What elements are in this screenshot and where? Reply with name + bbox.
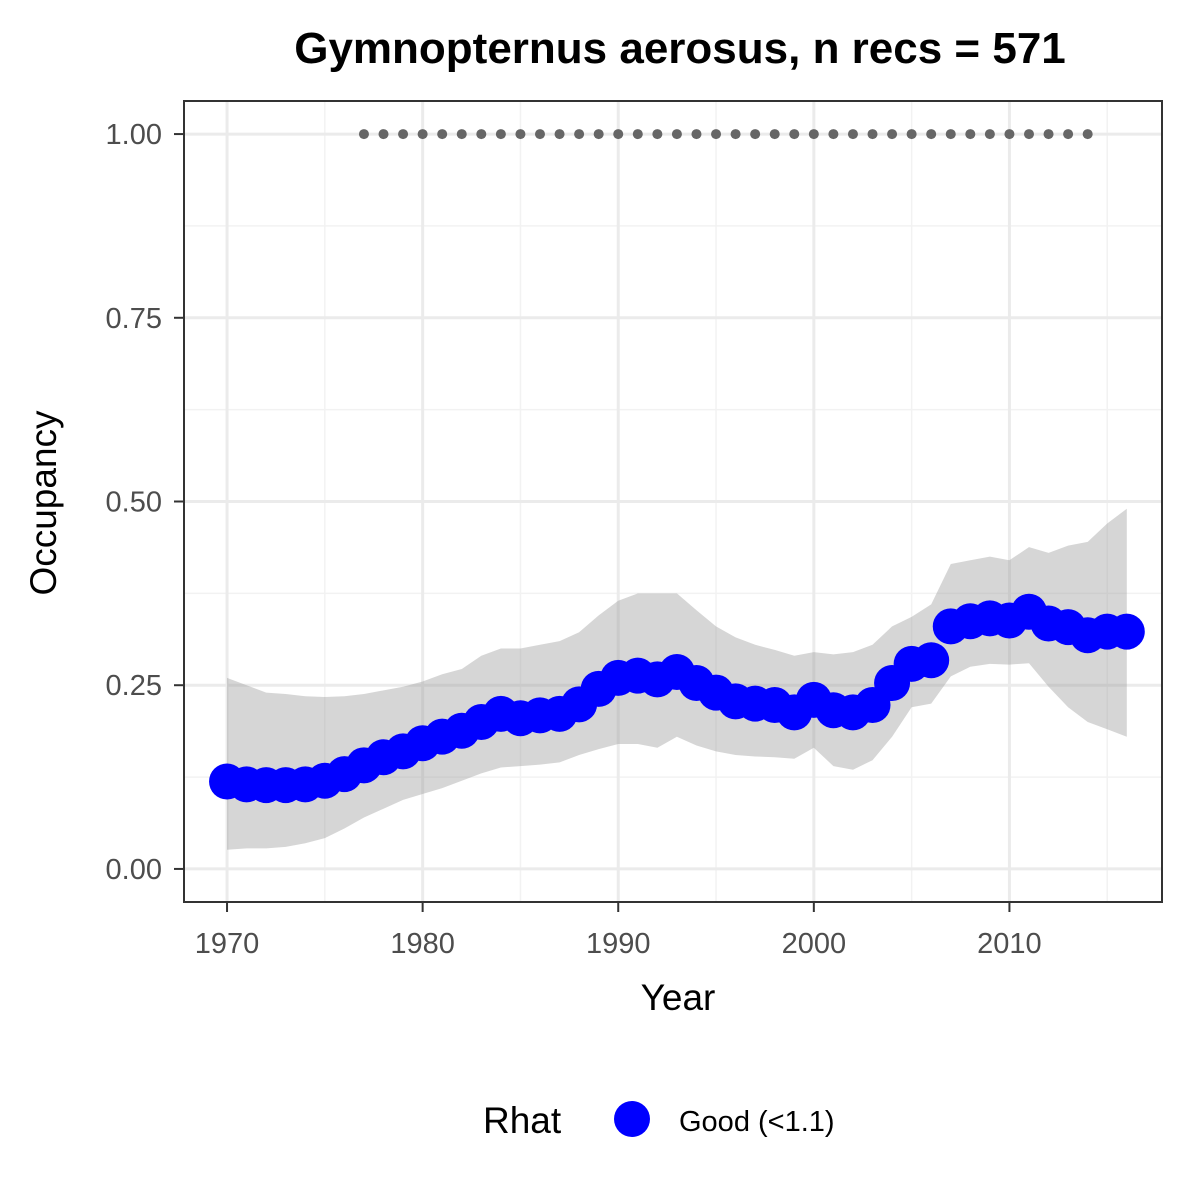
record-point [554,129,565,140]
x-axis: 1970 1980 1990 2000 2010 [195,902,1042,960]
record-point [887,129,898,140]
y-tick-label: 0.75 [106,303,162,335]
record-point [1023,129,1034,140]
record-point [593,129,604,140]
y-tick-label: 0.00 [106,854,162,886]
occupancy-point [913,642,950,679]
record-point [711,129,722,140]
chart-title: Gymnopternus aerosus, n recs = 571 [294,24,1066,73]
record-point [984,129,995,140]
y-tick-label: 0.25 [106,670,162,702]
y-axis: 0.00 0.25 0.50 0.75 1.00 [106,119,184,886]
record-point [358,129,369,140]
record-point [437,129,448,140]
record-point [769,129,780,140]
x-tick-label: 1970 [195,928,260,960]
x-tick-label: 2010 [977,928,1042,960]
x-tick-label: 1980 [390,928,455,960]
plot-panel [183,100,1163,903]
record-point [730,129,741,140]
record-point [926,129,937,140]
record-point [417,129,428,140]
y-axis-title: Occupancy [23,410,64,596]
y-tick-label: 1.00 [106,119,162,151]
record-point [867,129,878,140]
record-point [378,129,389,140]
record-point [691,129,702,140]
record-point [1004,129,1015,140]
x-axis-title: Year [641,977,716,1018]
legend: Rhat Good (<1.1) [483,1100,835,1141]
record-point [495,129,506,140]
legend-label-good: Good (<1.1) [679,1106,835,1138]
record-point [1063,129,1074,140]
record-point [789,129,800,140]
record-point [1082,129,1093,140]
y-tick-label: 0.50 [106,487,162,519]
record-point [945,129,956,140]
record-point [534,129,545,140]
record-point [965,129,976,140]
record-point [671,129,682,140]
record-point [398,129,409,140]
x-tick-label: 1990 [586,928,651,960]
record-point [476,129,487,140]
record-point [652,129,663,140]
record-point [828,129,839,140]
record-point [456,129,467,140]
legend-title: Rhat [483,1100,562,1141]
record-points-layer [358,129,1093,140]
record-point [574,129,585,140]
record-point [750,129,761,140]
record-point [1043,129,1054,140]
record-point [613,129,624,140]
record-point [847,129,858,140]
record-point [808,129,819,140]
legend-key-good [614,1101,650,1137]
occupancy-points-layer [209,593,1145,804]
occupancy-point [1108,613,1145,650]
record-point [515,129,526,140]
x-tick-label: 2000 [782,928,847,960]
record-point [632,129,643,140]
record-point [906,129,917,140]
